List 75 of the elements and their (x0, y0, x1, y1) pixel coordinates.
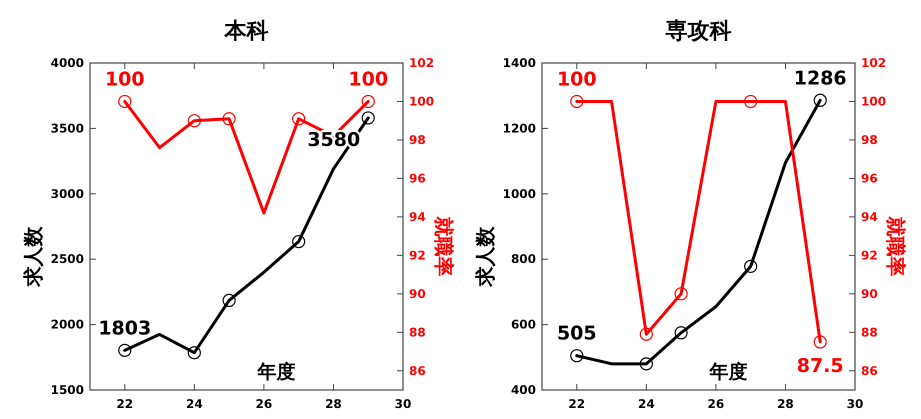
y2-tick-label: 96 (409, 171, 426, 186)
chart-title: 本科 (224, 19, 268, 44)
x-axis-title: 年度 (708, 361, 748, 383)
y2-tick-label: 90 (861, 286, 878, 301)
y-tick-label: 2000 (50, 318, 84, 332)
x-tick-label: 22 (568, 397, 586, 411)
point (188, 114, 201, 128)
point (362, 94, 375, 108)
y-tick-label: 1200 (502, 121, 536, 136)
x-tick-label: 28 (325, 397, 342, 411)
y2-tick-label: 102 (861, 56, 886, 70)
data-label: 87.5 (796, 354, 844, 377)
data-label: 100 (104, 68, 145, 90)
y-tick-label: 1500 (50, 383, 84, 397)
y-tick-label: 4000 (50, 56, 84, 70)
point (674, 287, 688, 300)
data-label: 100 (348, 68, 388, 90)
data-label: 505 (556, 322, 597, 345)
y-tick-label: 400 (510, 383, 536, 397)
x-tick-label: 26 (708, 397, 724, 411)
y2-tick-label: 92 (861, 248, 878, 262)
y2-axis-title: 就職率 (432, 216, 456, 276)
y2-tick-label: 94 (409, 210, 426, 224)
y2-tick-label: 98 (861, 132, 878, 147)
y2-tick-label: 88 (861, 325, 878, 340)
point (744, 94, 758, 108)
point (674, 326, 688, 340)
point (118, 344, 132, 357)
y2-tick-label: 94 (861, 210, 878, 224)
y2-axis-title: 就職率 (884, 216, 908, 276)
point (640, 328, 653, 341)
point (570, 349, 584, 362)
y2-tick-label: 90 (409, 286, 426, 301)
point (640, 357, 653, 370)
x-tick-label: 24 (638, 397, 655, 411)
y-tick-label: 3500 (50, 121, 84, 136)
x-tick-label: 22 (116, 397, 134, 411)
point (570, 94, 584, 108)
x-tick-label: 30 (394, 397, 412, 411)
point (814, 94, 827, 107)
y-tick-label: 1400 (502, 56, 536, 70)
y-tick-label: 3000 (50, 186, 84, 201)
y-tick-label: 800 (510, 252, 536, 266)
y-tick-label: 1000 (502, 186, 536, 201)
data-label: 1286 (794, 67, 847, 90)
point (188, 346, 201, 360)
y2-tick-label: 88 (409, 325, 426, 340)
point (222, 294, 236, 307)
y2-tick-label: 102 (409, 56, 434, 70)
y-axis-title: 求人数 (473, 226, 497, 288)
y2-tick-label: 86 (409, 364, 426, 378)
point (814, 335, 827, 349)
data-label: 1803 (98, 317, 152, 340)
x-axis-title: 年度 (256, 361, 296, 383)
point (292, 234, 306, 248)
point (362, 111, 375, 125)
point (222, 112, 236, 126)
data-label: 100 (556, 68, 597, 90)
x-tick-label: 26 (256, 397, 272, 411)
y-tick-label: 2500 (50, 252, 84, 266)
y2-tick-label: 98 (409, 132, 426, 147)
chart-title: 専攻科 (664, 19, 732, 44)
x-tick-label: 30 (846, 397, 864, 411)
y2-tick-label: 100 (409, 94, 434, 108)
x-tick-label: 24 (186, 397, 203, 411)
y2-tick-label: 96 (861, 171, 878, 186)
x-tick-label: 28 (777, 397, 794, 411)
y-tick-label: 600 (510, 318, 536, 332)
y2-tick-label: 86 (861, 364, 878, 378)
y-axis-title: 求人数 (21, 226, 45, 288)
point (118, 94, 132, 108)
y2-tick-label: 92 (409, 248, 426, 262)
y2-tick-label: 100 (861, 94, 886, 108)
point (744, 260, 758, 273)
point (292, 112, 306, 126)
